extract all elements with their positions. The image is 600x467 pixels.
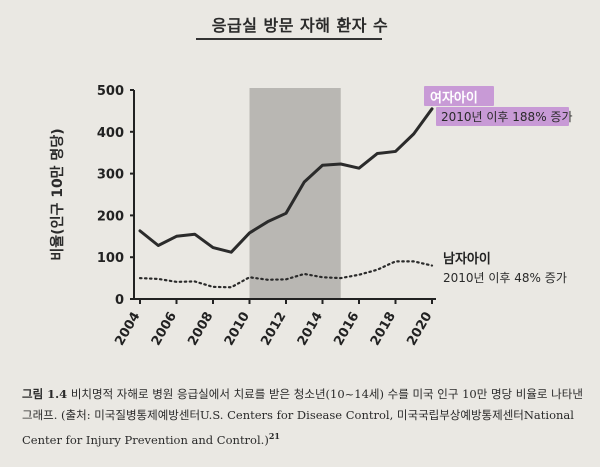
y-tick-label: 300 <box>97 168 124 183</box>
series-note-boys: 2010년 이후 48% 증가 <box>443 271 567 285</box>
chart-title: 응급실 방문 자해 환자 수 <box>211 16 389 35</box>
caption-label: 그림 1.4 <box>22 387 68 401</box>
y-tick-label: 0 <box>115 293 124 308</box>
y-ticks: 0 100 200 300 400 500 <box>97 84 134 308</box>
series-name-girls: 여자아이 <box>430 90 478 106</box>
x-tick-label: 2018 <box>368 310 399 349</box>
x-tick-label: 2012 <box>258 310 289 349</box>
y-tick-label: 500 <box>97 84 124 99</box>
series-lines <box>138 107 434 289</box>
shaded-period <box>249 88 341 299</box>
x-tick-label: 2020 <box>404 310 435 349</box>
y-tick-label: 400 <box>97 126 124 141</box>
x-ticks: 2004 2006 2008 2010 2012 2014 2016 2018 2020 <box>112 299 435 348</box>
label-highlight-note <box>436 107 569 126</box>
x-tick-label: 2006 <box>149 310 180 349</box>
x-tick-label: 2008 <box>185 310 216 349</box>
figure-caption: 그림 1.4 비치명적 자해로 병원 응급실에서 치료를 받은 청소년(10~1… <box>22 384 588 451</box>
caption-ref: 21 <box>268 431 280 441</box>
y-tick-label: 100 <box>97 251 124 266</box>
caption-text: 비치명적 자해로 병원 응급실에서 치료를 받은 청소년(10~14세) 수를 … <box>22 387 583 447</box>
x-tick-label: 2004 <box>112 310 143 349</box>
title-underline <box>196 38 382 40</box>
x-tick-label: 2014 <box>295 310 326 349</box>
label-highlight-name <box>424 86 494 106</box>
x-tick-label: 2010 <box>222 310 253 349</box>
y-axis-label: 비율(인구 10만 명당) <box>49 128 66 260</box>
x-tick-label: 2016 <box>331 310 362 349</box>
y-tick-label: 200 <box>97 209 124 224</box>
series-note-girls: 2010년 이후 188% 증가 <box>441 110 573 124</box>
series-name-boys: 남자아이 <box>443 251 491 267</box>
